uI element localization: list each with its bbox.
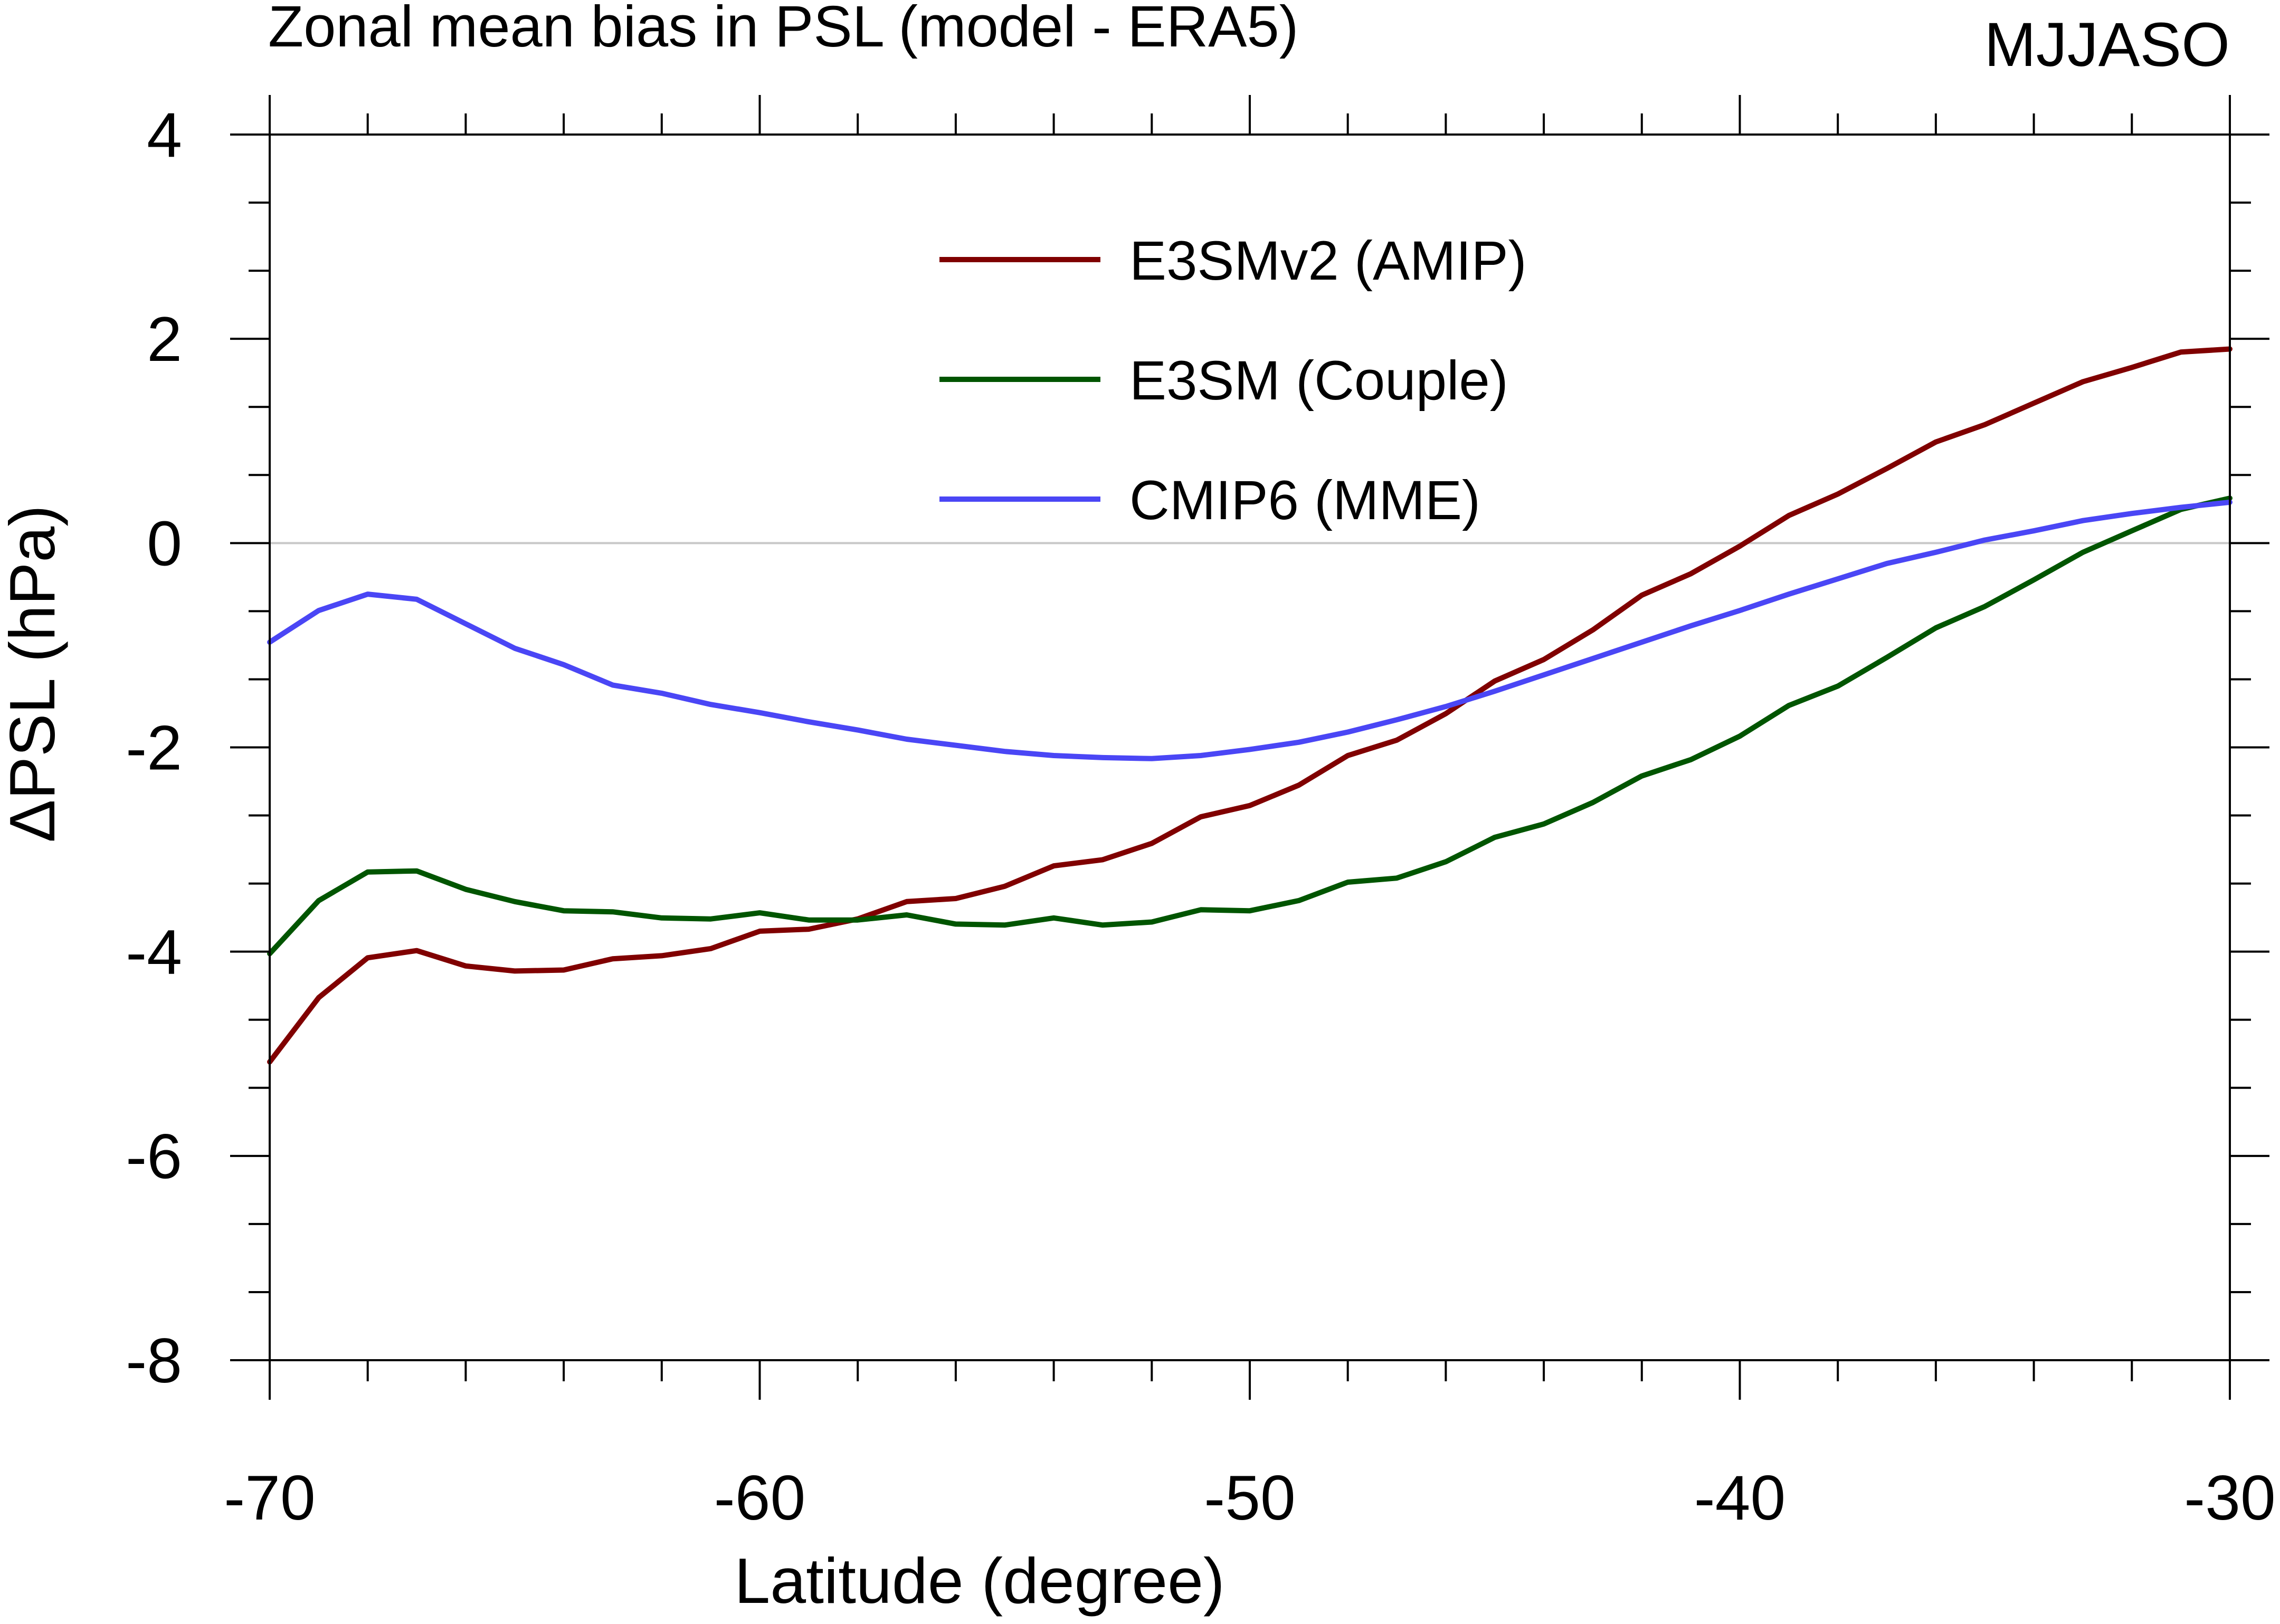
y-axis-label: ΔPSL (hPa) — [0, 505, 68, 843]
y-tick-label: 2 — [147, 304, 182, 375]
series-line-1 — [267, 495, 2232, 957]
y-tick-label: -8 — [126, 1325, 182, 1396]
season-label: MJJASO — [1984, 10, 2230, 80]
y-tick-labels: -8 -6 -4 -2 0 2 4 — [126, 100, 182, 1396]
chart-title: Zonal mean bias in PSL (model - ERA5) — [268, 0, 1298, 59]
legend-label-0: E3SMv2 (AMIP) — [1129, 230, 1527, 292]
x-tick-label: -70 — [224, 1463, 315, 1533]
series-line-0 — [267, 346, 2232, 1065]
x-tick-label: -60 — [714, 1463, 805, 1533]
x-tick-labels: -70 -60 -50 -40 -30 — [224, 1463, 2275, 1533]
y-tick-label: 4 — [147, 100, 182, 170]
x-tick-label: -30 — [2184, 1463, 2275, 1533]
series-line-2 — [267, 499, 2232, 761]
x-tick-label: -50 — [1204, 1463, 1295, 1533]
series-layer — [267, 346, 2232, 1065]
y-tick-label: -2 — [126, 713, 182, 784]
legend-label-2: CMIP6 (MME) — [1129, 470, 1480, 531]
y-tick-label: -6 — [126, 1121, 182, 1192]
legend: E3SMv2 (AMIP) E3SM (Couple) CMIP6 (MME) — [939, 230, 1527, 531]
y-tick-label: 0 — [147, 508, 182, 579]
legend-label-1: E3SM (Couple) — [1129, 350, 1508, 412]
y-tick-label: -4 — [126, 917, 182, 988]
axis-ticks — [230, 95, 2269, 1400]
x-tick-label: -40 — [1694, 1463, 1785, 1533]
x-axis-label: Latitude (degree) — [734, 1545, 1224, 1617]
plot-frame — [269, 133, 2231, 1361]
